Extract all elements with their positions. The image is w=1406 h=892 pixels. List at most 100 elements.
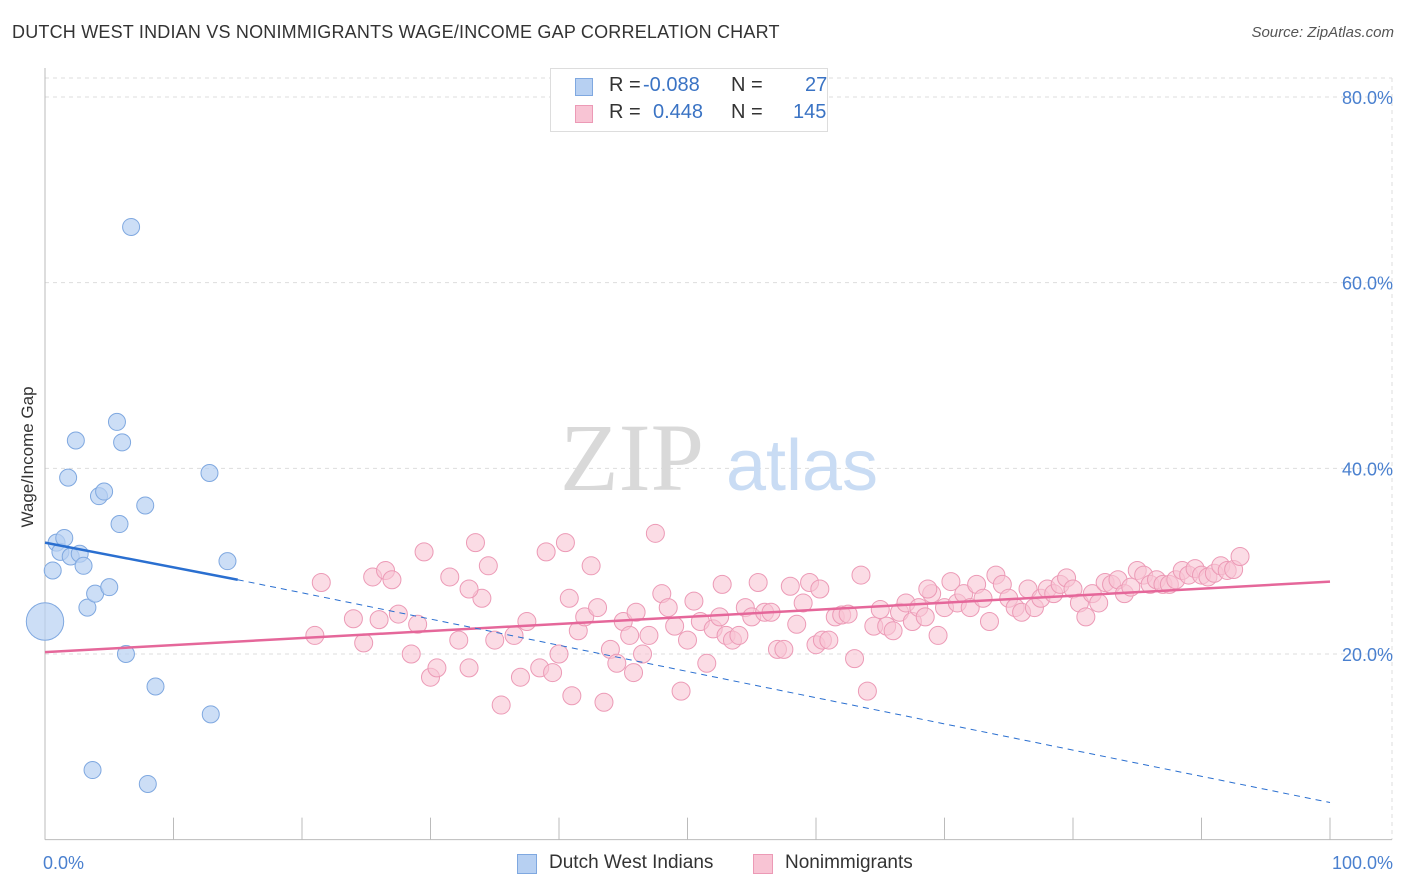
nonimmigrants-point-2 (354, 633, 374, 653)
nonimmigrants-point-42 (645, 523, 665, 543)
legend-r-label: R = (609, 101, 641, 123)
source-label: Source: ZipAtlas.com (1251, 24, 1394, 41)
nonimmigrants-point-45 (665, 616, 685, 636)
bottom-legend-label-a: Dutch West Indians (549, 852, 714, 873)
correlation-legend: R = -0.088 N = 27 R = 0.448 N = 145 (550, 68, 828, 132)
y-axis-label: Wage/Income Gap (18, 386, 37, 527)
nonimmigrants-point-19 (485, 630, 505, 650)
dutch-west-indians-point-0 (25, 602, 65, 641)
nonimmigrants-point-138 (712, 574, 732, 594)
x-tick-label-100: 100.0% (1332, 853, 1393, 873)
dutch-west-indians-point-19 (116, 645, 135, 663)
dutch-west-indians-point-9 (74, 556, 93, 575)
nonimmigrants-point-74 (851, 565, 871, 585)
nonimmigrants-point-46 (671, 681, 691, 701)
gridlines (45, 77, 1393, 840)
nonimmigrants-point-52 (710, 607, 730, 627)
nonimmigrants-point-29 (562, 686, 582, 706)
dutch-west-indians-point-16 (107, 412, 126, 431)
bottom-legend-label-b: Nonimmigrants (785, 852, 913, 873)
trend-lines (44, 541, 1331, 804)
tick-labels: 20.0% 40.0% 60.0% 80.0% 0.0% 100.0% (43, 88, 1393, 873)
nonimmigrants-point-10 (414, 542, 434, 562)
dutch-west-indians-point-5 (59, 468, 78, 487)
nonimmigrants-point-93 (973, 588, 993, 608)
legend-swatch-pink (575, 105, 593, 123)
dutch-west-indians-trend-extension (237, 579, 1331, 804)
dutch-west-indians-point-15 (100, 578, 119, 597)
nonimmigrants-point-139 (810, 579, 830, 599)
nonimmigrants-point-84 (915, 607, 935, 627)
x-tick-label-0: 0.0% (43, 853, 84, 873)
nonimmigrants-point-136 (559, 588, 579, 608)
legend-r-value-a: -0.088 (643, 74, 700, 96)
nonimmigrants-point-133 (1230, 547, 1250, 567)
axes (44, 68, 1392, 841)
nonimmigrants-point-36 (607, 653, 627, 673)
dutch-west-indians-point-23 (146, 677, 165, 696)
nonimmigrants-point-39 (626, 602, 646, 622)
nonimmigrants-point-62 (774, 639, 794, 659)
nonimmigrants-point-134 (305, 625, 325, 645)
nonimmigrants-point-25 (536, 542, 556, 562)
nonimmigrants-point-15 (459, 658, 479, 678)
y-tick-label-40: 40.0% (1342, 459, 1393, 479)
nonimmigrants-point-18 (478, 556, 498, 576)
nonimmigrants-point-20 (491, 695, 511, 715)
legend-swatch-blue (575, 78, 593, 96)
bottom-legend-swatch-pink (753, 854, 773, 874)
legend-n-value-a: 27 (805, 74, 828, 96)
dutch-west-indians-point-11 (83, 761, 102, 780)
nonimmigrants-point-22 (510, 667, 530, 687)
nonimmigrants-point-34 (594, 692, 614, 712)
nonimmigrants-point-94 (979, 612, 999, 632)
nonimmigrants-point-109 (1076, 607, 1096, 627)
y-tick-label-20: 20.0% (1342, 645, 1393, 665)
nonimmigrants-point-88 (941, 572, 961, 592)
nonimmigrants-point-75 (857, 681, 877, 701)
dutch-west-indians-point-10 (78, 598, 97, 617)
nonimmigrants-point-111 (1089, 593, 1109, 613)
nonimmigrants-point-55 (729, 625, 749, 645)
nonimmigrants-point-86 (928, 625, 948, 645)
nonimmigrants-point-135 (459, 579, 479, 599)
watermark-zip: ZIP (560, 404, 704, 511)
nonimmigrants-point-33 (588, 598, 608, 618)
nonimmigrants-point-16 (465, 533, 485, 553)
nonimmigrants-point-23 (517, 612, 537, 632)
nonimmigrants-point-0 (311, 573, 331, 593)
nonimmigrants-point-41 (639, 625, 659, 645)
legend-n-label: N = (731, 74, 763, 96)
nonimmigrants-point-79 (883, 621, 903, 641)
nonimmigrants-point-4 (369, 610, 389, 630)
nonimmigrants-point-58 (748, 573, 768, 593)
legend-r-value-b: 0.448 (653, 101, 704, 123)
chart-title: DUTCH WEST INDIAN VS NONIMMIGRANTS WAGE/… (12, 22, 780, 42)
watermark: ZIP atlas (560, 404, 878, 511)
nonimmigrants-point-69 (819, 630, 839, 650)
nonimmigrants-point-8 (401, 644, 421, 664)
bottom-legend-swatch-blue (517, 854, 537, 874)
nonimmigrants-point-13 (440, 567, 460, 587)
y-tick-label-80: 80.0% (1342, 88, 1393, 108)
dutch-west-indians-trend-line (44, 541, 238, 581)
dutch-west-indians-point-18 (113, 433, 132, 452)
dutch-west-indians-points (25, 217, 237, 793)
watermark-atlas: atlas (726, 426, 878, 506)
nonimmigrants-points (305, 523, 1250, 715)
nonimmigrants-point-6 (382, 570, 402, 590)
nonimmigrants-trend-line (44, 580, 1331, 654)
nonimmigrants-point-28 (555, 533, 575, 553)
nonimmigrants-point-50 (697, 653, 717, 673)
nonimmigrants-point-44 (658, 598, 678, 618)
nonimmigrants-point-63 (780, 576, 800, 596)
nonimmigrants-point-1 (343, 609, 363, 629)
nonimmigrants-point-17 (472, 588, 492, 608)
dutch-west-indians-point-21 (136, 496, 155, 515)
nonimmigrants-point-38 (620, 625, 640, 645)
nonimmigrants-point-21 (504, 625, 524, 645)
nonimmigrants-point-91 (960, 598, 980, 618)
nonimmigrants-point-7 (388, 604, 408, 624)
nonimmigrants-point-47 (678, 630, 697, 650)
nonimmigrants-point-48 (684, 591, 704, 611)
